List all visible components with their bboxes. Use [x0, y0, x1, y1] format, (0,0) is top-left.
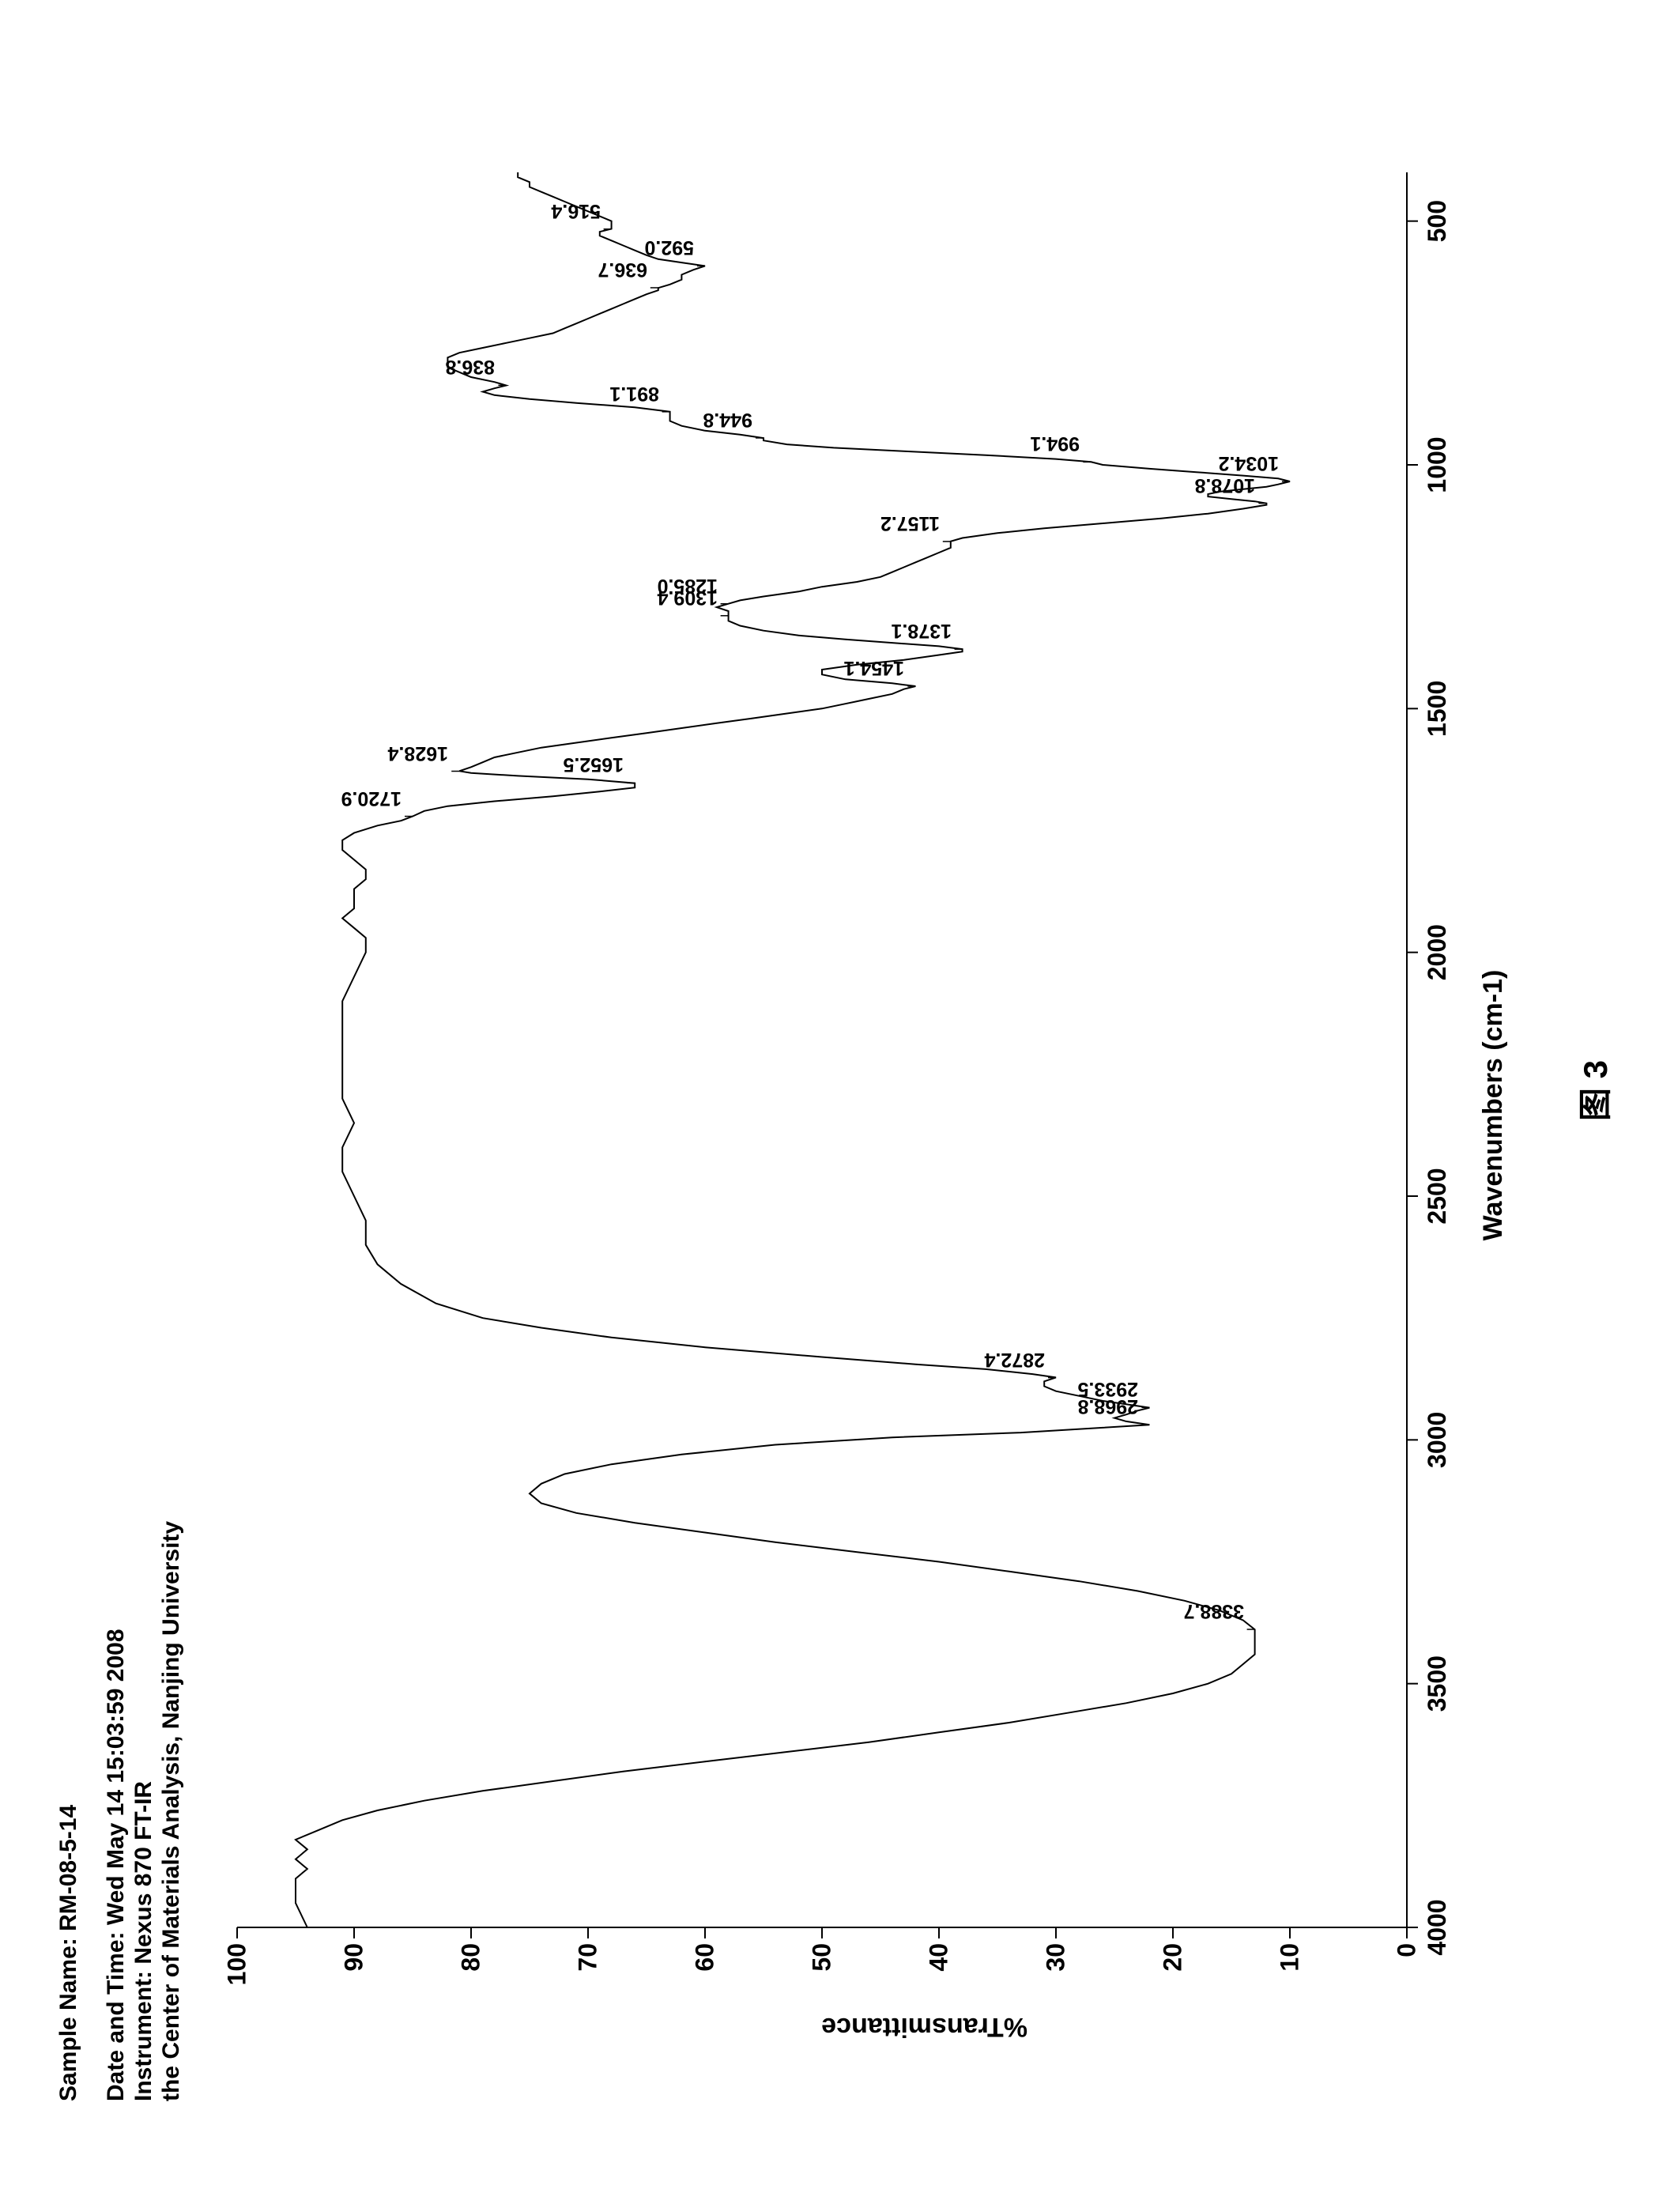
x-tick: 2500 — [1423, 1168, 1452, 1224]
header-date-time: Date and Time: Wed May 14 15:03:59 2008 — [103, 1629, 130, 2101]
y-axis-label: %Transmittance — [821, 2011, 1027, 2042]
y-tick: 30 — [1042, 1943, 1071, 1991]
ir-spectrum-plot — [0, 125, 1454, 2212]
peak-label: 944.8 — [703, 408, 752, 431]
peak-label: 636.7 — [598, 258, 647, 281]
peak-label: 1720.9 — [341, 787, 402, 810]
y-tick: 40 — [925, 1943, 954, 1991]
peak-label: 2933.5 — [1078, 1377, 1138, 1400]
x-tick: 3500 — [1423, 1655, 1452, 1712]
peak-label: 2872.4 — [985, 1348, 1045, 1371]
peak-label: 3388.7 — [1183, 1599, 1243, 1622]
y-tick: 80 — [457, 1943, 486, 1991]
peak-label: 1078.8 — [1195, 474, 1255, 496]
header-instrument: Instrument: Nexus 870 FT-IR — [130, 1781, 157, 2101]
x-tick: 4000 — [1423, 1899, 1452, 1955]
x-tick: 3000 — [1423, 1412, 1452, 1468]
peak-label: 592.0 — [644, 236, 694, 259]
peak-label: 1034.2 — [1219, 451, 1279, 474]
x-axis-label: Wavenumbers (cm-1) — [1478, 868, 1509, 1342]
x-tick: 2000 — [1423, 924, 1452, 980]
peak-label: 994.1 — [1031, 432, 1080, 455]
peak-label: 836.8 — [446, 355, 496, 378]
figure-caption: 图 3 — [1569, 1060, 1617, 1121]
x-tick: 1500 — [1423, 681, 1452, 737]
peak-label: 1157.2 — [880, 511, 940, 534]
header-center: the Center of Materials Analysis, Nanjin… — [158, 1521, 185, 2101]
x-tick: 1000 — [1423, 436, 1452, 493]
peak-label: 1285.0 — [657, 574, 717, 597]
peak-label: 1628.4 — [388, 742, 448, 764]
y-tick: 60 — [691, 1943, 720, 1991]
x-tick: 500 — [1423, 200, 1452, 242]
peak-label: 1378.1 — [891, 619, 951, 642]
y-tick: 100 — [223, 1943, 252, 1991]
peak-label: 891.1 — [609, 382, 659, 405]
header-sample-name: Sample Name: RM-08-5-14 — [55, 1805, 82, 2101]
y-tick: 20 — [1159, 1943, 1188, 1991]
y-tick: 0 — [1393, 1943, 1422, 1991]
y-tick: 70 — [574, 1943, 603, 1991]
peak-label: 1454.1 — [844, 656, 904, 679]
y-tick: 90 — [340, 1943, 369, 1991]
y-tick: 50 — [808, 1943, 837, 1991]
y-tick: 10 — [1276, 1943, 1305, 1991]
peak-label: 516.4 — [551, 199, 601, 222]
peak-label: 1652.5 — [564, 753, 624, 776]
